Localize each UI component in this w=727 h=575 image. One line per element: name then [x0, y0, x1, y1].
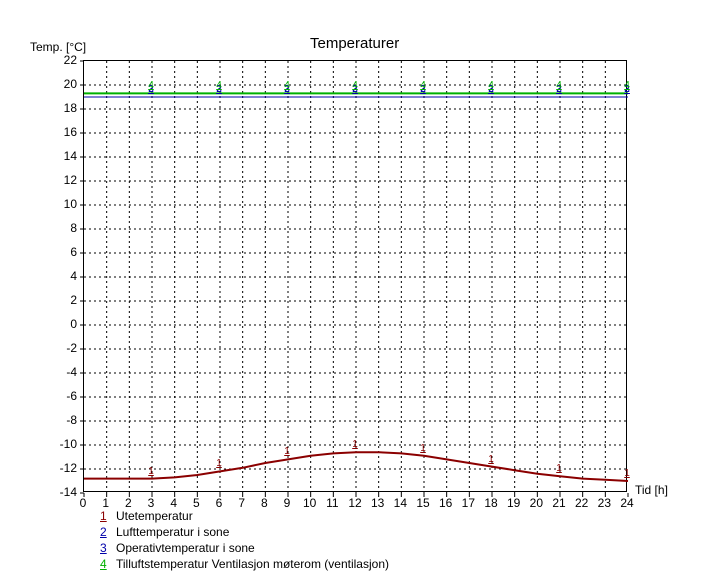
y-tick-label: 8	[47, 221, 77, 235]
x-tick-label: 13	[368, 496, 388, 510]
x-tick-label: 3	[141, 496, 161, 510]
legend-row-1: 1Utetemperatur	[100, 508, 389, 524]
series-marker-1: 1	[419, 444, 427, 454]
x-tick-label: 24	[617, 496, 637, 510]
x-tick-label: 1	[96, 496, 116, 510]
y-tick-label: -8	[47, 413, 77, 427]
y-tick-label: 20	[47, 77, 77, 91]
y-tick-label: 0	[47, 317, 77, 331]
series-marker-4: 4	[555, 81, 563, 91]
series-marker-1: 1	[283, 447, 291, 457]
legend-label: Lufttemperatur i sone	[116, 524, 229, 540]
x-tick-label: 11	[322, 496, 342, 510]
legend-num: 1	[100, 508, 112, 524]
y-tick-label: -2	[47, 341, 77, 355]
y-tick-label: 10	[47, 197, 77, 211]
x-tick-label: 20	[526, 496, 546, 510]
legend-num: 2	[100, 524, 112, 540]
x-tick-label: 18	[481, 496, 501, 510]
series-marker-1: 1	[623, 469, 631, 479]
x-tick-label: 8	[254, 496, 274, 510]
x-tick-label: 4	[164, 496, 184, 510]
series-marker-4: 4	[351, 81, 359, 91]
y-tick-label: 12	[47, 173, 77, 187]
y-tick-label: 18	[47, 101, 77, 115]
y-tick-label: -6	[47, 389, 77, 403]
series-marker-4: 4	[419, 81, 427, 91]
legend-row-4: 4Tilluftstemperatur Ventilasjon møterom …	[100, 556, 389, 572]
legend-label: Utetemperatur	[116, 508, 193, 524]
plot-svg	[84, 61, 628, 493]
series-marker-1: 1	[215, 459, 223, 469]
series-marker-1: 1	[351, 440, 359, 450]
plot-area	[83, 60, 627, 492]
x-tick-label: 12	[345, 496, 365, 510]
x-tick-label: 16	[436, 496, 456, 510]
chart-container: Temperaturer Temp. [°C] Tid [h] 1Utetemp…	[0, 0, 727, 575]
x-tick-label: 21	[549, 496, 569, 510]
legend-row-2: 2Lufttemperatur i sone	[100, 524, 389, 540]
x-tick-label: 7	[232, 496, 252, 510]
legend-num: 3	[100, 540, 112, 556]
x-axis-title: Tid [h]	[635, 483, 668, 497]
chart-title: Temperaturer	[310, 35, 399, 52]
series-marker-4: 4	[147, 81, 155, 91]
x-tick-label: 19	[504, 496, 524, 510]
series-marker-4: 4	[283, 81, 291, 91]
legend: 1Utetemperatur2Lufttemperatur i sone3Ope…	[100, 508, 389, 572]
y-tick-label: 4	[47, 269, 77, 283]
series-marker-1: 1	[487, 455, 495, 465]
x-tick-label: 22	[572, 496, 592, 510]
legend-label: Tilluftstemperatur Ventilasjon møterom (…	[116, 556, 389, 572]
y-tick-label: -4	[47, 365, 77, 379]
x-tick-label: 6	[209, 496, 229, 510]
legend-num: 4	[100, 556, 112, 572]
y-tick-label: 6	[47, 245, 77, 259]
x-tick-label: 5	[186, 496, 206, 510]
legend-label: Operativtemperatur i sone	[116, 540, 255, 556]
series-marker-1: 1	[147, 467, 155, 477]
x-tick-label: 15	[413, 496, 433, 510]
y-axis-title: Temp. [°C]	[30, 40, 86, 54]
x-tick-label: 10	[300, 496, 320, 510]
y-tick-label: -10	[47, 437, 77, 451]
x-tick-label: 14	[390, 496, 410, 510]
x-tick-label: 2	[118, 496, 138, 510]
y-tick-label: 2	[47, 293, 77, 307]
y-tick-label: -12	[47, 461, 77, 475]
x-tick-label: 17	[458, 496, 478, 510]
x-tick-label: 9	[277, 496, 297, 510]
legend-row-3: 3Operativtemperatur i sone	[100, 540, 389, 556]
series-marker-4: 4	[487, 81, 495, 91]
series-marker-4: 4	[215, 81, 223, 91]
y-tick-label: 16	[47, 125, 77, 139]
y-tick-label: 22	[47, 53, 77, 67]
x-tick-label: 23	[594, 496, 614, 510]
series-marker-4: 4	[623, 81, 631, 91]
y-tick-label: -14	[47, 485, 77, 499]
series-marker-1: 1	[555, 464, 563, 474]
y-tick-label: 14	[47, 149, 77, 163]
